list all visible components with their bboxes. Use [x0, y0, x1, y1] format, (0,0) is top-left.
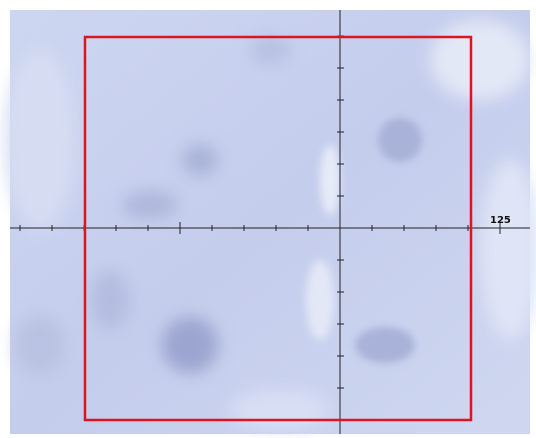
selection-box [83, 35, 473, 422]
reticle [10, 10, 530, 434]
scale-label: 125 [490, 215, 511, 226]
